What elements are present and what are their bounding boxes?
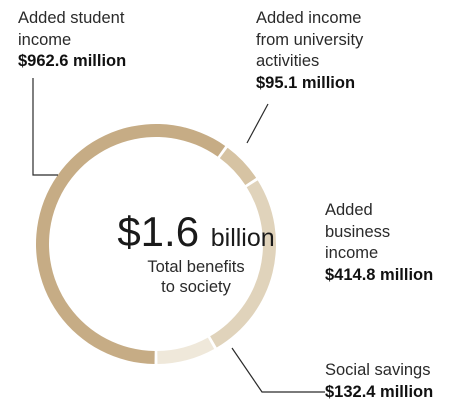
center-unit: billion	[210, 224, 275, 252]
slice-value: $132.4 million	[325, 382, 434, 401]
donut-slice-university-income	[219, 147, 257, 186]
slice-name-line: Added student	[18, 9, 125, 27]
donut-slice-business-income	[210, 180, 276, 348]
slice-name-line: income	[325, 244, 379, 262]
slice-name-line: income	[18, 30, 72, 49]
slice-name-line: from university	[256, 30, 364, 49]
slice-name-line: activities	[256, 52, 320, 70]
center-caption: Total benefits to society	[96, 257, 296, 297]
leader-line-student-income	[32, 78, 58, 176]
leader-line-social-savings	[231, 347, 325, 393]
center-caption-line: to society	[161, 278, 231, 296]
donut-slice-social-savings	[157, 337, 215, 364]
leader-line-university-income	[246, 103, 269, 144]
slice-value: $95.1 million	[256, 73, 356, 92]
slice-label-business-income: Added business income $414.8 million	[325, 200, 465, 286]
donut-slice-student-income	[36, 124, 226, 364]
center-amount: $1.6	[117, 208, 200, 255]
donut-slices	[36, 124, 276, 364]
slice-name-line: Added income	[256, 9, 362, 27]
slice-label-social-savings: Social savings $132.4 million	[325, 360, 465, 403]
slice-name-line: Added	[325, 201, 373, 219]
center-caption-line: Total benefits	[147, 258, 245, 276]
center-total-value: $1.6 billion	[96, 208, 296, 262]
slice-name-line: business	[325, 222, 391, 241]
leader-lines	[32, 78, 325, 393]
slice-label-university-income: Added income from university activities …	[256, 8, 456, 94]
slice-name-line: Social savings	[325, 361, 431, 379]
slice-value: $962.6 million	[18, 52, 127, 70]
slice-label-student-income: Added student income $962.6 million	[18, 8, 218, 73]
slice-value: $414.8 million	[325, 265, 434, 284]
